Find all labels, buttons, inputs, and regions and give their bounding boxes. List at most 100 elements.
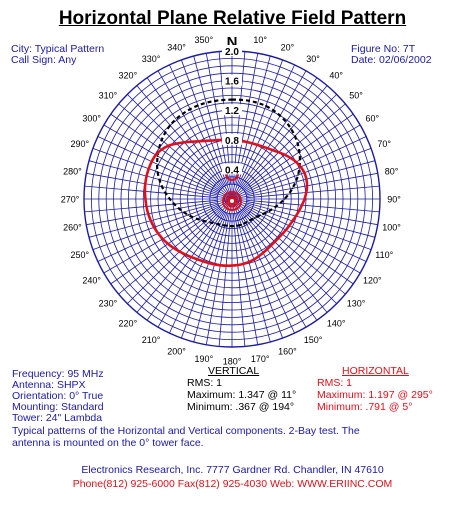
vertical-point <box>231 225 233 227</box>
radial-label-bg <box>222 163 242 175</box>
grid-spoke <box>231 198 328 313</box>
grid-spoke <box>92 198 233 250</box>
grid-spoke <box>157 198 233 328</box>
frequency-label: Frequency: 95 MHz <box>12 368 104 380</box>
angle-tick-label: 60° <box>365 114 379 124</box>
vertical-point <box>156 155 159 157</box>
grid-spoke <box>103 198 233 274</box>
antenna-center-marker <box>225 194 239 208</box>
angle-tick-label: 140° <box>327 319 346 329</box>
grid-spoke <box>237 64 295 186</box>
figure-number-label: Figure No: 7T <box>351 43 416 55</box>
vertical-point <box>266 211 269 213</box>
grid-spoke <box>136 198 233 313</box>
horizontal-point <box>242 263 245 265</box>
angle-tick-label: 120° <box>363 276 382 286</box>
horizontal-point <box>167 144 170 147</box>
grid-spoke <box>86 198 233 226</box>
antenna-center-marker <box>222 191 242 211</box>
vertical-point <box>231 98 233 101</box>
horizontal-point <box>147 167 150 170</box>
vertical-point <box>279 114 281 117</box>
horizontal-point <box>183 141 186 144</box>
angle-tick-label: 100° <box>382 223 401 233</box>
horizontal-point <box>144 198 147 200</box>
vertical-point <box>249 219 251 222</box>
vertical-point <box>296 143 299 145</box>
angle-tick-label: 10° <box>253 35 267 45</box>
grid-spoke <box>242 209 337 304</box>
grid-spoke <box>157 70 233 200</box>
grid-spoke <box>88 160 218 196</box>
grid-spoke <box>231 148 372 200</box>
vertical-heading: VERTICAL <box>208 365 260 377</box>
grid-spoke <box>231 103 346 200</box>
grid-spoke <box>86 172 233 200</box>
horizontal-point <box>262 252 264 254</box>
angle-tick-label: 150° <box>304 335 323 345</box>
vertical-point <box>235 225 238 227</box>
vertical-point <box>216 223 219 225</box>
horizontal-point <box>270 244 272 247</box>
radial-tick-label: 0.8 <box>225 136 239 147</box>
horizontal-rms: RMS: 1 <box>317 377 353 389</box>
grid-spoke <box>231 198 346 295</box>
grid-spoke <box>235 213 271 343</box>
chart-title: Horizontal Plane Relative Field Pattern <box>58 8 407 29</box>
grid-spoke <box>127 209 222 304</box>
vertical-point <box>197 104 199 107</box>
grid-spoke <box>92 148 233 200</box>
vertical-rms: RMS: 1 <box>187 377 223 389</box>
grid-spoke <box>146 210 224 321</box>
angle-tick-label: 330° <box>142 54 161 64</box>
angle-tick-label: 340° <box>167 42 186 52</box>
grid-spoke <box>246 202 376 238</box>
vertical-maximum: Maximum: 1.347 @ 11° <box>187 389 297 401</box>
angle-tick-label: 290° <box>70 139 89 149</box>
antenna-label: Antenna: SHPX <box>12 379 86 391</box>
north-label: N <box>227 34 238 51</box>
horizontal-point <box>272 149 274 152</box>
angle-tick-label: 190° <box>195 354 214 364</box>
grid-spoke <box>205 198 233 345</box>
grid-spoke <box>246 160 376 196</box>
grid-spoke <box>110 207 221 285</box>
vertical-point <box>248 100 251 102</box>
mounting-label: Mounting: Standard <box>12 401 104 413</box>
horizontal-point <box>144 182 147 185</box>
vertical-point <box>226 224 229 227</box>
angle-tick-label: 160° <box>278 347 297 357</box>
horizontal-maximum: Maximum: 1.197 @ 295° <box>317 389 433 401</box>
grid-spoke <box>205 53 233 200</box>
angle-tick-label: 80° <box>385 166 399 176</box>
vertical-point <box>244 221 247 224</box>
vertical-point <box>196 218 199 220</box>
horizontal-point <box>306 184 308 187</box>
horizontal-point <box>172 247 175 249</box>
vertical-point <box>253 217 256 219</box>
polar-labels: 10° 20° 30° 40° 50° 60° 70° 80° 90° 100° 110° 120° 1… <box>61 34 402 367</box>
grid-spoke <box>118 198 233 295</box>
radial-tick-label: 1.6 <box>225 77 239 88</box>
vertical-point <box>161 185 163 188</box>
horizontal-point <box>153 226 155 229</box>
angle-tick-label: 310° <box>99 90 118 100</box>
grid-spoke <box>240 210 318 321</box>
horizontal-point <box>184 253 187 256</box>
grid-spoke <box>231 59 283 200</box>
horizontal-point <box>147 212 149 215</box>
horizontal-point <box>251 142 254 145</box>
vertical-point <box>160 139 163 141</box>
horizontal-point <box>207 262 210 264</box>
grid-spoke <box>127 94 222 189</box>
grid-spoke <box>84 185 218 199</box>
tower-label: Tower: 24" Lambda <box>12 412 103 424</box>
grid-spoke <box>146 77 224 188</box>
grid-spoke <box>231 172 378 200</box>
footer-contact: Phone(812) 925-6000 Fax(812) 925-4030 We… <box>72 478 393 490</box>
horizontal-point <box>154 154 157 156</box>
polar-grid <box>83 50 381 348</box>
vertical-point <box>297 174 299 176</box>
radial-tick-label: 1.2 <box>225 106 239 117</box>
